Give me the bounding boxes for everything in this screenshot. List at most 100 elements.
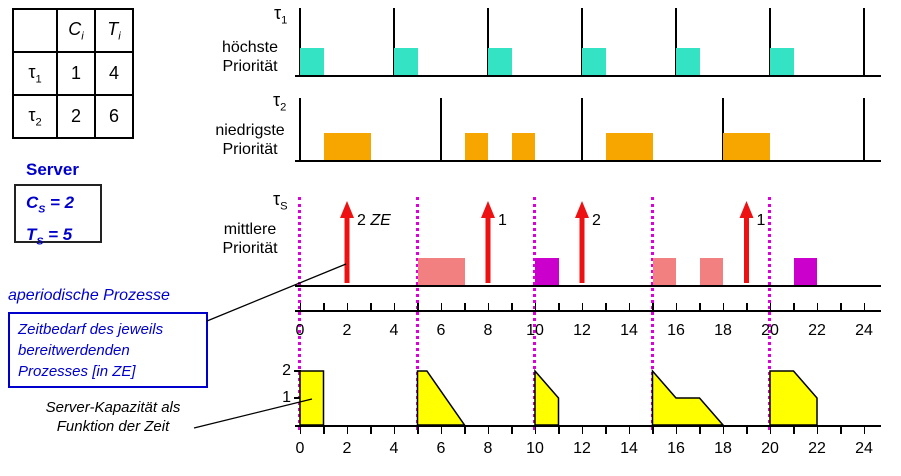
zeitbedarf-line-1: Zeitbedarf des jeweils (18, 321, 164, 338)
upper-axis-tick (558, 303, 560, 310)
arrival-amount: 2 (592, 212, 601, 229)
lower-axis-tick (699, 427, 701, 434)
upper-axis-tick (534, 303, 536, 310)
upper-axis-tick (581, 303, 583, 310)
lower-axis-number: 2 (342, 440, 352, 457)
capacity-pointer-line (193, 398, 313, 429)
tau1-execution-block (394, 48, 418, 75)
server-replenish-line (650, 197, 654, 430)
upper-axis-number: 18 (714, 322, 732, 339)
arrival-label: 1 (498, 212, 507, 230)
lower-axis-number: 20 (761, 440, 779, 457)
upper-axis-tick (323, 303, 325, 310)
upper-time-axis (295, 310, 881, 312)
upper-axis-tick (840, 303, 842, 310)
upper-axis-tick (346, 303, 348, 310)
table-corner-cell (12, 8, 58, 53)
tauS-execution-block (793, 258, 817, 285)
lower-axis-tick (299, 427, 301, 434)
tauS-axis-label: τS (273, 189, 288, 213)
capacity-scale-number: 2 (282, 362, 291, 379)
arrival-label: 2 ZE (357, 212, 391, 230)
lower-axis-tick (863, 427, 865, 434)
tau2-release-tick (440, 98, 442, 160)
upper-axis-number: 24 (855, 322, 873, 339)
upper-axis-tick (417, 303, 419, 310)
lower-axis-number: 18 (714, 440, 732, 457)
lower-axis-tick (464, 427, 466, 434)
capacity-scale-tick (294, 370, 301, 372)
priority-line: höchste (221, 39, 279, 56)
tau1-release-tick (581, 8, 583, 75)
tau2-priority-label: niedrigste Priorität (207, 121, 293, 159)
upper-axis-tick (628, 303, 630, 310)
tau2-t-value: 6 (94, 94, 134, 139)
tau1-t-value: 4 (94, 51, 134, 96)
tau2-execution-block (323, 133, 371, 160)
capacity-scale-tick (294, 397, 301, 399)
upper-axis-tick (699, 303, 701, 310)
table-row-tau2: τ2 2 6 (12, 94, 134, 139)
upper-axis-number: 12 (573, 322, 591, 339)
tau1-release-tick (769, 8, 771, 75)
lower-axis-tick (605, 427, 607, 434)
tau2-release-tick (581, 98, 583, 160)
tau1-release-tick (393, 8, 395, 75)
lower-axis-tick (534, 427, 536, 434)
server-capacity-shape (534, 368, 560, 426)
capacity-scale-number: 1 (282, 389, 291, 406)
upper-axis-tick (746, 303, 748, 310)
upper-axis-number: 16 (667, 322, 685, 339)
zeitbedarf-note-box: Zeitbedarf des jeweils bereitwerdenden P… (8, 312, 208, 388)
server-capacity-line: CS = 2 (26, 193, 75, 216)
table-header-ci: Ci (56, 8, 96, 53)
lower-axis-tick (487, 427, 489, 434)
server-capacity-shape (299, 370, 325, 426)
tau2-release-tick (299, 98, 301, 160)
ci-symbol: Ci (68, 18, 84, 43)
lower-time-axis (295, 425, 881, 427)
tau1-execution-block (770, 48, 794, 75)
zeitbedarf-pointer-line (206, 263, 347, 322)
upper-axis-number: 20 (761, 322, 779, 339)
upper-axis-number: 6 (436, 322, 446, 339)
lower-axis-number: 16 (667, 440, 685, 457)
priority-line: niedrigste (215, 122, 285, 139)
upper-axis-tick (675, 303, 677, 310)
lower-axis-tick (558, 427, 560, 434)
server-capacity-shape (416, 370, 466, 426)
tau2-execution-block (723, 133, 770, 160)
priority-line: Priorität (222, 240, 278, 257)
upper-axis-number: 2 (342, 322, 352, 339)
server-period-line: TS = 5 (26, 225, 73, 248)
tau1-c-value: 1 (56, 51, 96, 96)
priority-line: Priorität (222, 141, 278, 158)
tau1-priority-label: höchste Priorität (207, 38, 293, 76)
tau2-baseline (295, 160, 881, 162)
lower-axis-tick (393, 427, 395, 434)
capacity-caption-line-1: Server-Kapazität als (45, 399, 181, 416)
tau1-execution-block (676, 48, 700, 75)
lower-axis-number: 6 (436, 440, 446, 457)
upper-axis-tick (863, 303, 865, 310)
arrival-amount: 1 (756, 212, 766, 229)
server-replenish-line (298, 197, 301, 430)
lower-axis-tick (793, 427, 795, 434)
arrival-unit: ZE (365, 212, 391, 229)
tauS-execution-block (417, 258, 465, 285)
lower-axis-number: 22 (808, 440, 826, 457)
tau1-release-tick (863, 8, 865, 75)
priority-line: Priorität (222, 58, 278, 75)
tauS-execution-block (699, 258, 723, 285)
upper-axis-number: 10 (526, 322, 544, 339)
tau2-name-cell: τ2 (12, 94, 58, 139)
upper-axis-tick (299, 303, 301, 310)
arrival-label: 1 (757, 212, 766, 230)
table-header-ti: Ti (94, 8, 134, 53)
tau2-execution-block (511, 133, 535, 160)
upper-axis-number: 8 (483, 322, 493, 339)
server-parameters-box: CS = 2 TS = 5 (14, 184, 102, 248)
lower-axis-tick (746, 427, 748, 434)
lower-axis-tick (581, 427, 583, 434)
